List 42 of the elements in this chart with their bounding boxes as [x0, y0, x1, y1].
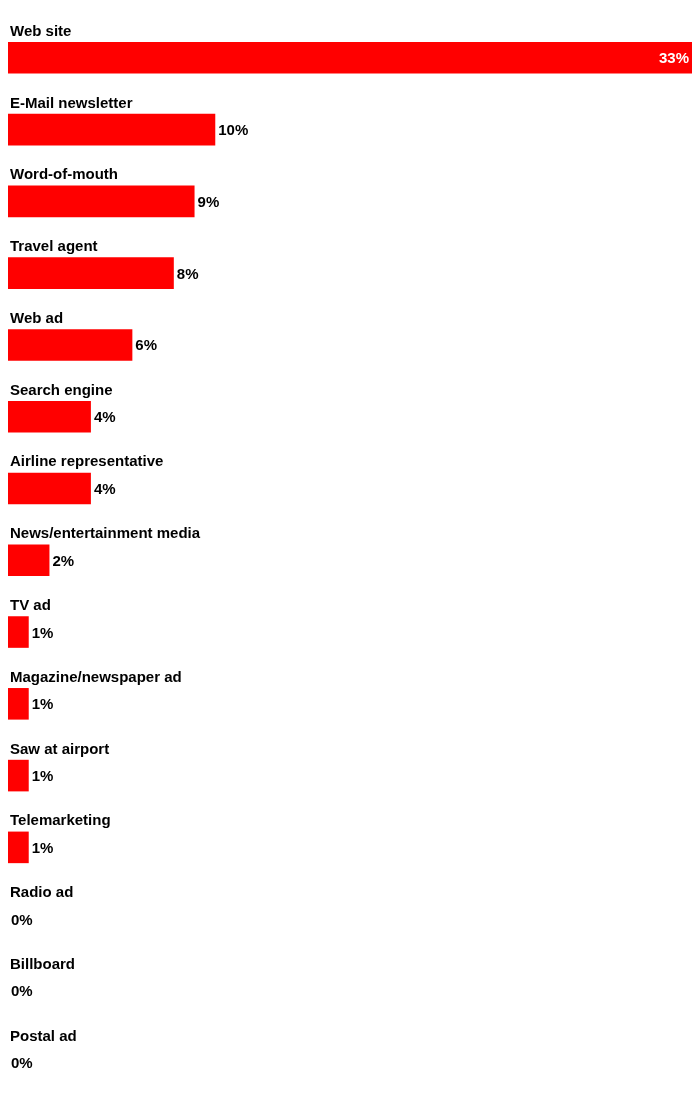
- y-tick-label: E-Mail newsletter: [10, 94, 133, 111]
- y-tick-label: TV ad: [10, 596, 51, 613]
- y-tick-label: News/entertainment media: [10, 524, 201, 541]
- data-label: 4%: [93, 479, 116, 497]
- bar: [8, 113, 216, 146]
- data-label: 10%: [218, 121, 249, 139]
- data-label: 1%: [31, 838, 54, 856]
- data-label: 0%: [11, 1054, 33, 1072]
- data-label: 0%: [11, 982, 33, 1000]
- data-label: 1%: [31, 767, 54, 785]
- y-tick-label: Saw at airport: [10, 740, 110, 757]
- y-tick-label: Web site: [10, 22, 72, 39]
- data-label: 2%: [52, 551, 75, 569]
- data-label: 33%: [658, 49, 689, 67]
- y-tick-label: Billboard: [10, 955, 76, 972]
- bar: [8, 400, 91, 433]
- bar: [8, 544, 50, 577]
- data-label: 9%: [197, 192, 220, 210]
- y-tick-label: Web ad: [10, 309, 64, 326]
- y-tick-label: Postal ad: [10, 1027, 77, 1044]
- data-label: 1%: [31, 623, 54, 641]
- bar: [8, 42, 692, 74]
- y-tick-label: Travel agent: [10, 237, 98, 254]
- y-tick-label: Telemarketing: [10, 811, 111, 828]
- bar: [8, 257, 174, 289]
- y-tick-label: Word-of-mouth: [10, 165, 119, 182]
- bar: [8, 831, 29, 864]
- y-tick-label: Magazine/newspaper ad: [10, 668, 182, 685]
- bar: [8, 329, 133, 361]
- data-label: 1%: [31, 695, 54, 713]
- bar: [8, 759, 29, 792]
- bar: [8, 616, 29, 648]
- bar: [8, 472, 91, 505]
- data-label: 4%: [93, 408, 116, 426]
- y-tick-label: Search engine: [10, 381, 113, 398]
- bar: [8, 688, 29, 720]
- y-tick-label: Radio ad: [10, 883, 74, 900]
- data-label: 6%: [135, 336, 158, 354]
- data-label: 8%: [176, 264, 199, 282]
- y-tick-label: Airline representative: [10, 452, 164, 469]
- bar: [8, 185, 195, 218]
- data-label: 0%: [11, 910, 33, 928]
